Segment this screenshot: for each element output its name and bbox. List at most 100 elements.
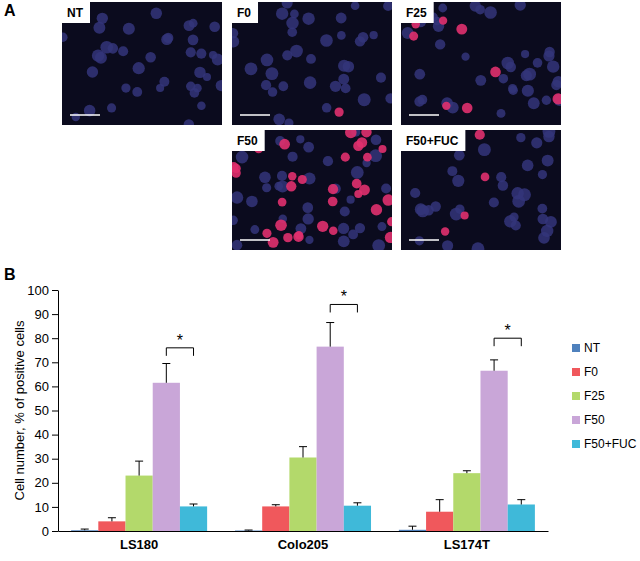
legend-item: F0 — [572, 365, 598, 379]
cell-stained — [345, 130, 357, 138]
error-bar-cap — [108, 517, 116, 518]
bar — [317, 347, 344, 531]
cell-nucleus — [383, 2, 392, 11]
cell-nucleus — [216, 80, 222, 91]
cell-nucleus — [470, 2, 481, 12]
error-bar — [517, 500, 525, 505]
cell-nucleus — [528, 97, 540, 109]
legend-label: F0 — [584, 365, 598, 379]
y-tick: 40 — [35, 427, 58, 442]
cell-stained — [379, 145, 387, 153]
cell-nucleus — [189, 19, 198, 28]
cell-nucleus — [290, 10, 299, 19]
cell-nucleus — [250, 225, 259, 234]
bar-series — [153, 323, 508, 531]
cell-nucleus — [305, 236, 313, 244]
legend-swatch — [572, 368, 580, 376]
y-tick-mark — [52, 362, 58, 363]
cell-nucleus — [438, 4, 447, 13]
cell-nucleus — [338, 74, 349, 85]
bar — [180, 506, 207, 531]
cell-nucleus — [343, 61, 354, 72]
y-tick-label: 40 — [35, 427, 49, 442]
cell-nucleus — [501, 57, 514, 70]
image-background — [62, 2, 222, 125]
cell-stained — [490, 67, 501, 78]
cell-nucleus — [194, 67, 205, 78]
error-bar — [162, 364, 170, 383]
y-tick-label: 10 — [35, 500, 49, 515]
cell-nucleus — [547, 60, 559, 72]
y-tick-mark — [52, 386, 58, 387]
cell-nucleus — [274, 182, 283, 191]
y-tick: 10 — [35, 500, 58, 515]
cell-nucleus — [268, 87, 278, 97]
error-bar-stem — [139, 461, 140, 475]
cell-nucleus — [121, 83, 130, 92]
cell-nucleus — [472, 242, 485, 250]
y-tick-label: 30 — [35, 451, 49, 466]
legend-label: F50 — [584, 413, 605, 427]
cell-nucleus — [542, 155, 554, 167]
cell-nucleus — [278, 81, 288, 91]
cell-stained — [552, 93, 561, 104]
y-tick: 20 — [35, 475, 58, 490]
cell-nucleus — [186, 47, 196, 57]
cell-nucleus — [304, 76, 317, 89]
cell-stained — [334, 108, 343, 117]
cell-nucleus — [358, 93, 371, 106]
cell-nucleus — [358, 32, 369, 43]
scale-bar — [409, 114, 439, 116]
cell-nucleus — [132, 87, 142, 97]
scale-bar — [409, 239, 439, 241]
image-background — [401, 130, 561, 250]
cell-nucleus — [145, 52, 156, 63]
error-bar-stem — [330, 323, 331, 347]
significance-bracket — [166, 348, 193, 356]
error-bar — [245, 530, 253, 531]
y-axis-title: Cell number, % of positive cells — [12, 320, 27, 500]
image-label: F50+FUC — [406, 134, 459, 148]
cell-nucleus — [484, 6, 497, 19]
cell-nucleus — [163, 33, 173, 43]
cell-nucleus — [347, 196, 355, 204]
y-tick: 30 — [35, 451, 58, 466]
cell-nucleus — [262, 183, 271, 192]
panel-label: A — [4, 2, 16, 19]
cell-stained — [456, 24, 467, 35]
cell-nucleus — [303, 213, 314, 224]
cell-stained — [441, 227, 449, 235]
cell-nucleus — [543, 131, 554, 142]
cell-nucleus — [376, 73, 386, 83]
cell-nucleus — [414, 69, 425, 80]
bar — [289, 457, 316, 531]
cell-nucleus — [516, 133, 525, 142]
cell-nucleus — [209, 21, 220, 32]
cell-nucleus — [296, 135, 304, 143]
bar — [98, 521, 125, 531]
cell-nucleus — [538, 214, 549, 225]
cell-nucleus — [108, 43, 119, 54]
cell-stained — [275, 219, 287, 231]
cell-nucleus — [302, 202, 313, 213]
cell-stained — [328, 197, 338, 207]
cell-nucleus — [282, 2, 293, 8]
cell-nucleus — [261, 54, 274, 67]
cell-nucleus — [273, 114, 285, 125]
cell-nucleus — [107, 103, 116, 112]
cell-stained — [442, 102, 450, 110]
y-tick: 0 — [42, 524, 58, 539]
cell-nucleus — [542, 96, 551, 105]
cell-stained — [288, 172, 296, 180]
significance-bracket — [330, 304, 357, 312]
legend-swatch — [572, 344, 580, 352]
cell-nucleus — [184, 119, 194, 125]
cell-stained — [268, 237, 279, 248]
x-axis-line — [59, 531, 549, 532]
image-panel — [401, 2, 561, 125]
y-tick-mark — [52, 507, 58, 508]
error-bar — [190, 504, 198, 506]
cell-nucleus — [498, 180, 508, 190]
cell-stained — [317, 221, 328, 232]
cell-nucleus — [537, 204, 547, 214]
